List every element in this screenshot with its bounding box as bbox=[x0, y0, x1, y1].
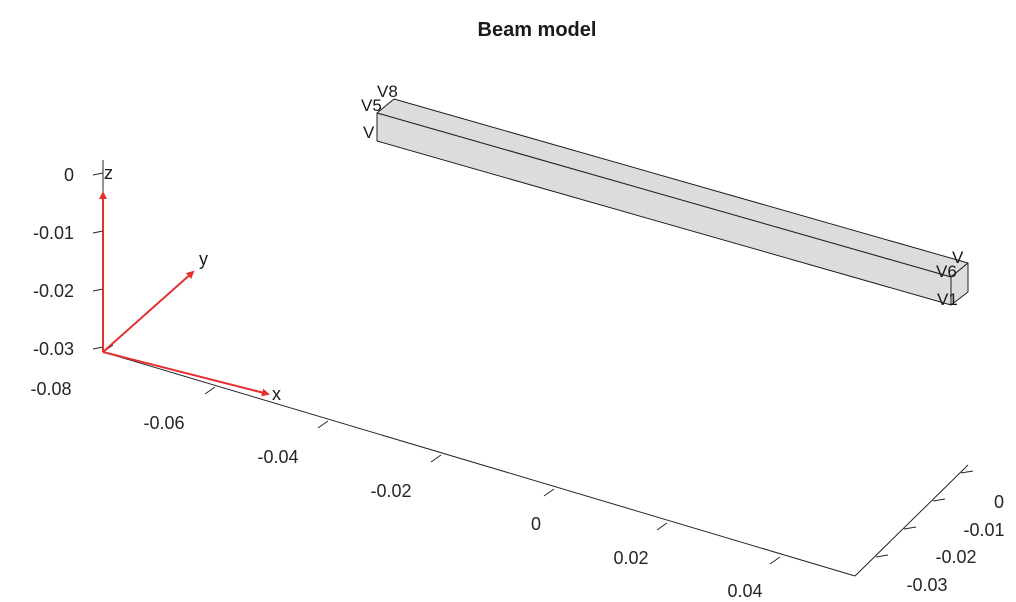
beam-end-face bbox=[950, 262, 969, 306]
z-tick bbox=[92, 172, 104, 176]
vertex-label: V6 bbox=[936, 262, 957, 281]
x-tick-label: 0 bbox=[531, 514, 541, 534]
y-tick-label: -0.02 bbox=[935, 547, 976, 567]
x-tick bbox=[317, 420, 329, 429]
x-tick-label: 0.04 bbox=[727, 581, 762, 601]
x-tick-label: -0.02 bbox=[370, 481, 411, 501]
x-tick-label: -0.08 bbox=[30, 379, 71, 399]
y-tick bbox=[903, 526, 917, 530]
triad-x-label: x bbox=[272, 384, 281, 404]
x-tick-label: -0.04 bbox=[257, 447, 298, 467]
x-tick bbox=[204, 386, 216, 395]
z-tick-label: -0.01 bbox=[33, 223, 74, 243]
vertex-label: V bbox=[952, 248, 964, 267]
triad-y-label: y bbox=[199, 249, 208, 269]
z-tick bbox=[92, 346, 104, 350]
x-axis-line bbox=[102, 351, 856, 577]
x-tick bbox=[656, 522, 668, 531]
x-tick-label: 0.02 bbox=[613, 548, 648, 568]
vertex-label: V8 bbox=[377, 82, 398, 101]
y-tick bbox=[932, 498, 946, 502]
x-tick bbox=[430, 454, 442, 463]
beam bbox=[376, 98, 969, 306]
vertex-label: V5 bbox=[361, 96, 382, 115]
y-axis-line bbox=[854, 464, 969, 577]
z-tick-label: -0.02 bbox=[33, 281, 74, 301]
y-tick-label: 0 bbox=[994, 492, 1004, 512]
y-tick bbox=[875, 554, 889, 558]
z-tick-label: -0.03 bbox=[33, 339, 74, 359]
triad-x-arrow bbox=[102, 351, 270, 397]
triad-z-label: z bbox=[104, 163, 113, 183]
x-tick bbox=[769, 556, 781, 565]
beam-top-face bbox=[376, 98, 969, 278]
y-tick-label: -0.03 bbox=[906, 575, 947, 595]
vertex-label: V1 bbox=[937, 290, 958, 309]
figure-title: Beam model bbox=[478, 19, 597, 41]
vertex-label: V bbox=[363, 123, 375, 142]
z-tick bbox=[92, 230, 104, 234]
z-tick bbox=[92, 288, 104, 292]
axes: 0 -0.01 -0.02 -0.03 -0.08 -0.06 -0.04 -0… bbox=[30, 160, 1005, 601]
y-tick bbox=[960, 470, 974, 474]
coordinate-triad: z y x bbox=[99, 163, 281, 404]
x-tick bbox=[543, 488, 555, 497]
z-tick-label: 0 bbox=[64, 165, 74, 185]
y-tick-label: -0.01 bbox=[963, 520, 1004, 540]
vertex-labels: V8 V5 V V V6 V1 bbox=[361, 82, 964, 309]
x-tick-label: -0.06 bbox=[143, 413, 184, 433]
triad-y-arrow bbox=[102, 270, 195, 353]
beam-front-face bbox=[376, 112, 952, 306]
